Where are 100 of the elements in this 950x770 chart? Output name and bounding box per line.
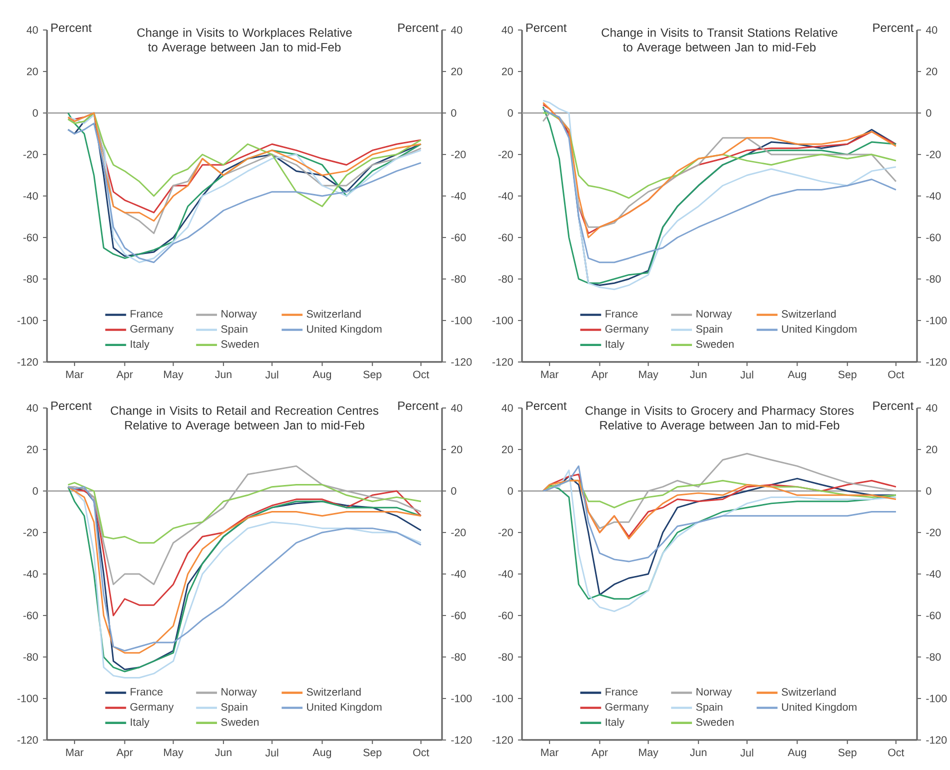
legend-label: Sweden [696, 718, 734, 726]
y-tick-label: 40 [502, 26, 513, 34]
x-tick-label: Jun [690, 748, 706, 756]
y-tick-label: -60 [498, 612, 513, 620]
y2-tick-label: -100 [926, 694, 947, 702]
y2-tick-label: -40 [926, 192, 941, 200]
x-tick-label: Mar [541, 370, 559, 378]
y2-tick-label: -120 [926, 736, 947, 744]
legend-label: Sweden [221, 718, 259, 726]
legend-label: Italy [130, 718, 150, 728]
x-tick-label: Jul [265, 370, 278, 379]
y-tick-label: -20 [23, 528, 38, 536]
x-tick-label: Sep [363, 370, 382, 380]
y-tick-label: -120 [492, 736, 513, 744]
y-axis-title: Percent [526, 24, 567, 32]
legend-label: France [606, 310, 638, 318]
y-tick-label: -40 [498, 192, 513, 200]
y-tick-label: 0 [32, 487, 38, 495]
y-tick-label: -20 [498, 150, 513, 158]
x-tick-label: Aug [312, 748, 332, 758]
y-tick-label: -40 [23, 192, 38, 200]
legend-label: Italy [606, 718, 624, 728]
y-axis-title: Percent [51, 402, 92, 410]
y2-tick-label: -80 [451, 653, 466, 661]
y-tick-label: 20 [26, 68, 38, 76]
y-tick-label: 20 [26, 446, 38, 454]
y2-tick-label: 0 [926, 109, 932, 117]
x-tick-label: Oct [413, 748, 430, 756]
x-tick-label: Jun [215, 370, 232, 378]
legend-label: Switzerland [306, 310, 361, 318]
y-tick-label: -60 [23, 612, 38, 620]
x-tick-label: Jul [740, 748, 754, 757]
y2-tick-label: 40 [926, 404, 938, 412]
y2-axis-title: Percent [398, 402, 439, 410]
legend-label: Norway [696, 310, 732, 320]
x-tick-label: Apr [591, 748, 608, 758]
y2-axis-title: Percent [873, 24, 914, 32]
y-tick-label: 0 [508, 487, 513, 495]
y2-tick-label: -100 [926, 316, 947, 324]
y2-tick-label: -40 [926, 570, 941, 578]
y2-tick-label: 40 [926, 26, 938, 34]
y2-tick-label: -100 [451, 694, 472, 702]
y2-tick-label: 20 [451, 446, 462, 454]
y2-tick-label: -80 [926, 275, 941, 283]
y2-tick-label: -20 [926, 528, 941, 536]
y2-tick-label: 40 [450, 404, 462, 412]
legend-label: Norway [696, 688, 732, 698]
y2-tick-label: -60 [451, 612, 466, 620]
legend-label: Italy [130, 340, 150, 350]
y2-tick-label: -100 [451, 316, 472, 324]
y-tick-label: -40 [23, 570, 38, 578]
x-tick-label: Apr [116, 370, 133, 380]
y2-tick-label: -80 [926, 653, 941, 661]
y-tick-label: -40 [498, 570, 513, 578]
y2-tick-label: -20 [926, 150, 941, 158]
legend-label: United Kingdom [307, 702, 382, 713]
y2-tick-label: -60 [451, 234, 466, 242]
legend-label: France [130, 310, 163, 318]
chart-title: Change in Visits to Workplaces Relative to Average between Jan to mid-Feb [137, 28, 352, 54]
y-tick-label: 20 [502, 446, 513, 454]
chart-title: Change in Visits to Transit Stations Relative to Average between Jan to mid-Feb [602, 28, 838, 54]
legend-label: Norway [222, 688, 257, 698]
y-tick-label: 0 [508, 109, 513, 117]
y2-tick-label: -60 [926, 234, 941, 242]
y-tick-label: 40 [26, 404, 38, 412]
y-tick-label: -80 [498, 653, 513, 661]
legend-label: United Kingdom [307, 324, 382, 335]
y2-tick-label: -120 [451, 736, 472, 744]
x-tick-label: May [639, 370, 658, 380]
legend-label: Spain [221, 324, 248, 335]
y2-tick-label: -20 [451, 150, 466, 158]
y2-tick-label: -40 [451, 192, 466, 200]
x-tick-label: Jul [740, 370, 754, 379]
x-tick-label: Sep [838, 748, 856, 758]
y2-tick-label: 0 [451, 109, 456, 117]
y-tick-label: -20 [23, 150, 38, 158]
y2-tick-label: -120 [451, 358, 472, 366]
y-tick-label: -120 [17, 736, 38, 744]
x-tick-label: Jul [265, 748, 278, 757]
y-axis-title: Percent [51, 24, 92, 32]
legend-label: Sweden [696, 340, 734, 348]
y2-tick-label: 20 [451, 68, 462, 76]
x-tick-label: Jun [690, 370, 706, 378]
y-tick-label: 0 [32, 109, 38, 117]
x-tick-label: Aug [312, 370, 332, 380]
x-tick-label: Oct [888, 748, 904, 756]
y2-tick-label: 20 [926, 446, 938, 454]
x-tick-label: Jun [215, 748, 232, 756]
y-axis-title: Percent [526, 402, 567, 410]
legend-label: Sweden [221, 340, 259, 348]
legend-label: France [130, 688, 163, 696]
y2-tick-label: -120 [926, 358, 947, 366]
legend-label: Spain [221, 702, 248, 713]
legend-label: Switzerland [782, 688, 836, 696]
y-tick-label: -60 [23, 234, 38, 242]
x-tick-label: Sep [363, 748, 382, 758]
y-tick-label: -60 [498, 234, 513, 242]
legend-label: Germany [130, 703, 174, 713]
x-tick-label: Aug [788, 748, 806, 758]
y2-axis-title: Percent [873, 402, 914, 410]
